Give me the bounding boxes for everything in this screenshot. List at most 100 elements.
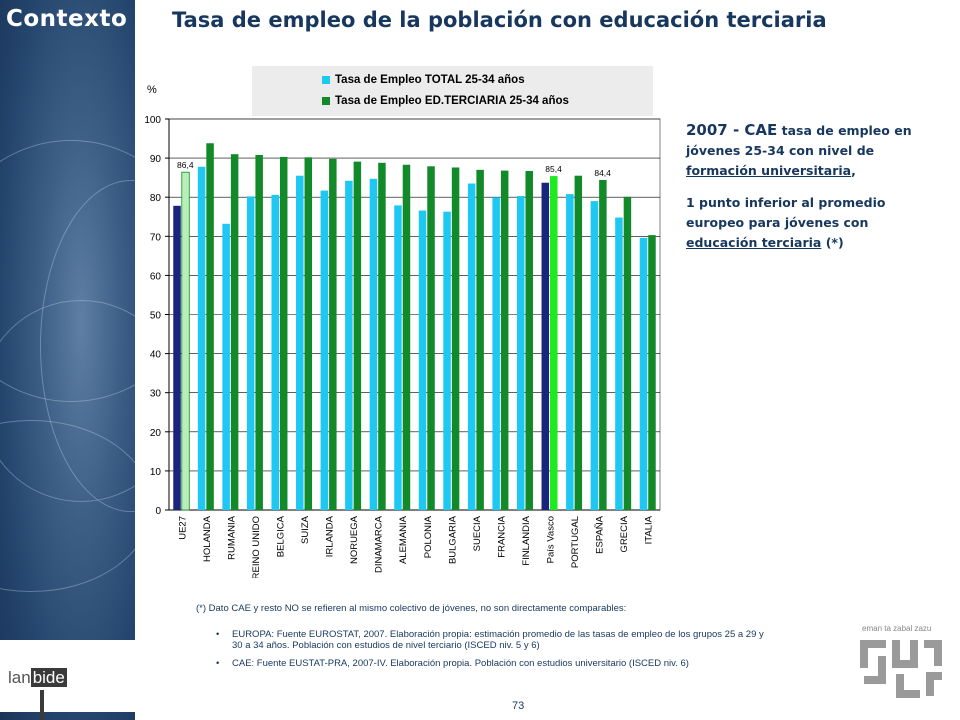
- bar-terciaria: [329, 158, 337, 510]
- bar-terciaria: [451, 167, 460, 510]
- bar-terciaria: [181, 171, 190, 511]
- data-label: 86,4: [177, 160, 194, 170]
- bar-terciaria: [304, 157, 313, 510]
- x-tick-label: FINLANDIA: [521, 515, 532, 565]
- side-summary: 2007 - CAE tasa de empleo en jóvenes 25-…: [686, 120, 941, 253]
- bar-total: [296, 175, 304, 510]
- y-tick-label: 30: [150, 389, 162, 400]
- x-tick-label: BELGICA: [275, 515, 286, 557]
- x-tick-label: País Vasco: [546, 516, 557, 563]
- x-tick-label: DINAMARCA: [374, 515, 385, 573]
- side-text-2-underline: educación terciaria: [686, 235, 822, 250]
- source-item: EUROPA: Fuente EUROSTAT, 2007. Elaboraci…: [216, 629, 776, 651]
- bar-total: [246, 196, 255, 510]
- bar-terciaria: [427, 166, 435, 510]
- x-tick-label: GRECIA: [619, 515, 630, 552]
- legend-swatch-terciaria: [322, 96, 330, 105]
- x-tick-label: ALEMANIA: [398, 515, 409, 564]
- side-text-2: 1 punto inferior al promedio europeo par…: [686, 195, 886, 230]
- legend-item-total: Tasa de Empleo TOTAL 25-34 años: [322, 74, 525, 86]
- x-tick-label: FRANCIA: [496, 515, 507, 557]
- y-tick-label: 40: [150, 350, 162, 361]
- y-tick-label: 60: [150, 271, 162, 282]
- side-text-1: tasa de empleo en jóvenes 25-34 con nive…: [686, 123, 912, 158]
- x-tick-label: REINO UNIDO: [251, 516, 262, 578]
- bar-terciaria: [623, 196, 632, 510]
- bar-terciaria: [525, 171, 533, 510]
- bar-terciaria: [230, 154, 239, 510]
- bar-terciaria: [550, 176, 558, 510]
- bar-total: [516, 196, 525, 510]
- bar-terciaria: [255, 154, 263, 511]
- x-tick-label: SUECIA: [472, 515, 483, 551]
- legend-item-terciaria: Tasa de Empleo ED.TERCIARIA 25-34 años: [322, 95, 569, 107]
- x-tick-label: ESPAÑA: [595, 515, 606, 554]
- bar-total: [566, 194, 574, 510]
- bar-total: [345, 180, 353, 510]
- brand-area: [0, 640, 135, 712]
- y-tick-label: 10: [150, 467, 162, 478]
- bar-terciaria: [378, 162, 386, 510]
- side-year: 2007 - CAE: [686, 121, 778, 139]
- bar-terciaria: [648, 235, 656, 510]
- bar-terciaria: [599, 179, 607, 510]
- x-tick-label: UE27: [177, 516, 188, 540]
- side-text-1-underline: formación universitaria: [686, 163, 852, 178]
- bar-chart: 0 10 20 30 40 50 60 70 80 90 100 UE27 HOLANDA RUMANIA…: [144, 115, 661, 578]
- bar-total: [639, 237, 648, 510]
- side-paragraph-2: 1 punto inferior al promedio europeo par…: [686, 193, 941, 253]
- bar-total: [173, 205, 181, 510]
- footnote: (*) Dato CAE y resto NO se refieren al m…: [196, 603, 627, 614]
- x-tick-label: POLONIA: [423, 515, 434, 558]
- x-tick-label: BULGARIA: [447, 515, 458, 564]
- x-tick-label: HOLANDA: [202, 515, 213, 562]
- y-tick-label: 80: [150, 193, 162, 204]
- y-tick-label: 20: [150, 428, 162, 439]
- bar-total: [443, 211, 451, 510]
- bar-terciaria: [500, 170, 509, 510]
- page-number: 73: [512, 700, 525, 712]
- bar-total: [418, 210, 427, 510]
- x-tick-label: IRLANDA: [325, 515, 336, 557]
- decorative-background-panel: [0, 0, 135, 720]
- bar-total: [197, 166, 206, 510]
- x-tick-label: ITALIA: [644, 515, 655, 544]
- data-label: 85,4: [545, 164, 562, 174]
- bar-total: [320, 190, 329, 510]
- lanbide-logo: lan bide: [8, 668, 67, 687]
- bar-total: [492, 197, 500, 510]
- side-text-2-end: (*): [821, 235, 844, 250]
- bar-terciaria: [402, 164, 411, 510]
- bar-total: [369, 178, 378, 510]
- bar-terciaria: [476, 169, 484, 510]
- x-tick-label: PORTUGAL: [570, 516, 581, 568]
- y-tick-label: 50: [150, 311, 162, 322]
- section-title: Contexto: [6, 6, 128, 32]
- legend-label-total: Tasa de Empleo TOTAL 25-34 años: [335, 74, 525, 86]
- bar-total: [271, 194, 279, 510]
- legend-swatch-total: [322, 75, 330, 84]
- y-tick-label: 100: [144, 115, 161, 126]
- side-paragraph-1: 2007 - CAE tasa de empleo en jóvenes 25-…: [686, 120, 941, 181]
- sources-list: EUROPA: Fuente EUROSTAT, 2007. Elaboraci…: [216, 629, 776, 676]
- y-axis-unit-label: %: [147, 84, 157, 96]
- x-tick-label: RUMANIA: [226, 515, 237, 559]
- bar-total: [222, 223, 230, 510]
- bar-terciaria: [279, 156, 288, 510]
- bar-terciaria: [206, 143, 214, 510]
- gov-tagline: eman ta zabal zazu: [862, 624, 932, 633]
- bar-terciaria: [574, 175, 583, 510]
- bar-total: [467, 183, 476, 510]
- bar-total: [590, 201, 599, 511]
- brand-bar: [40, 690, 44, 720]
- bar-total: [541, 182, 550, 510]
- legend-label-terciaria: Tasa de Empleo ED.TERCIARIA 25-34 años: [335, 95, 569, 107]
- y-tick-label: 90: [150, 154, 162, 165]
- chart-legend: Tasa de Empleo TOTAL 25-34 años Tasa de …: [252, 66, 653, 116]
- x-tick-label: NORUEGA: [349, 515, 360, 564]
- source-item: CAE: Fuente EUSTAT-PRA, 2007-IV. Elabora…: [216, 658, 776, 669]
- x-tick-label: SUIZA: [300, 515, 311, 544]
- basque-government-logo: [860, 640, 942, 698]
- bar-terciaria: [353, 161, 362, 510]
- slide-title: Tasa de empleo de la población con educa…: [172, 8, 827, 32]
